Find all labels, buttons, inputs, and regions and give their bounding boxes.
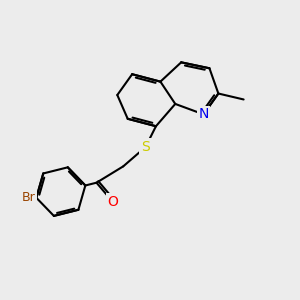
Text: S: S [141, 140, 150, 154]
Text: O: O [107, 195, 118, 209]
Text: N: N [198, 107, 209, 121]
Text: Br: Br [22, 191, 36, 204]
